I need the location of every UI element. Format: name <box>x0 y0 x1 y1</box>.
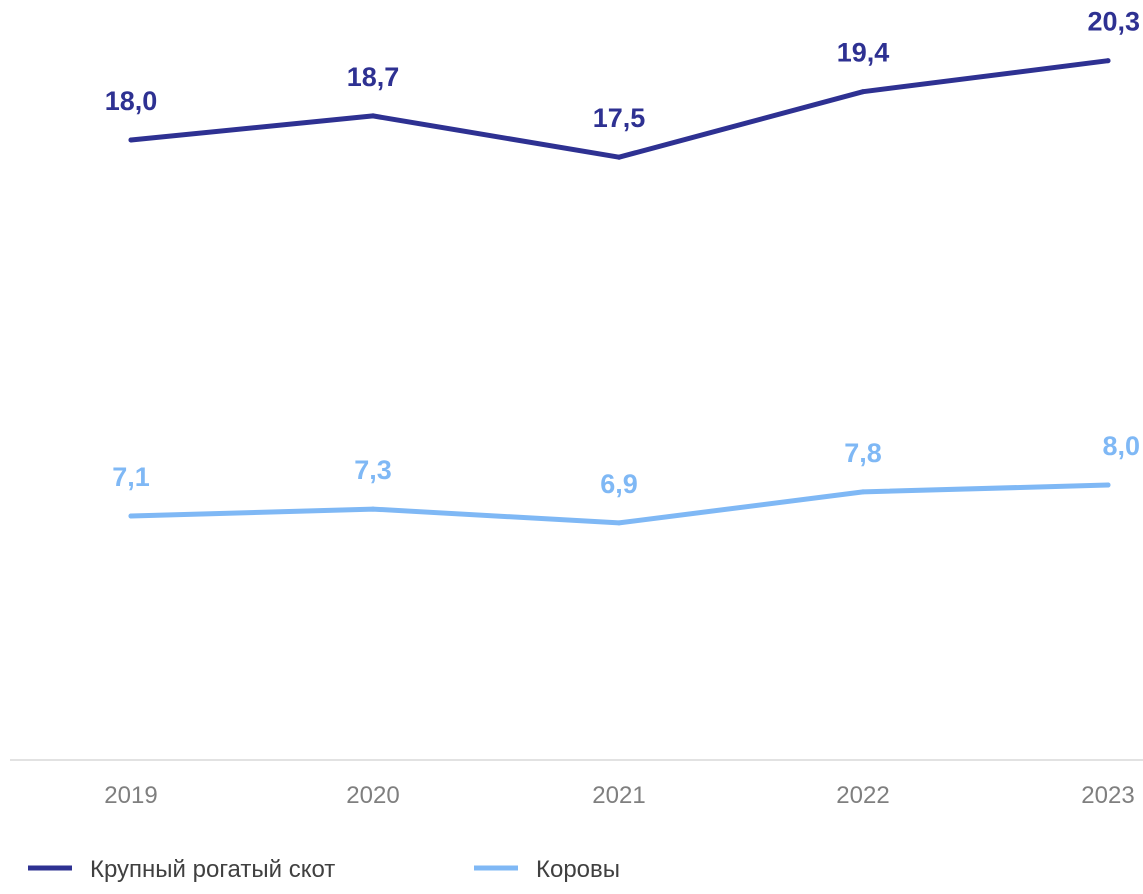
data-label: 18,0 <box>105 86 158 116</box>
series-1-point <box>128 137 134 143</box>
x-tick-label: 2021 <box>592 782 645 809</box>
plot-area: 18,0 18,7 17,5 19,4 20,3 7,1 7,3 6,9 7,8 8,0 <box>105 7 1140 526</box>
series-1-point <box>1105 58 1111 64</box>
data-label: 7,1 <box>112 462 150 492</box>
data-label: 7,8 <box>844 438 882 468</box>
series-2-point <box>370 506 376 512</box>
data-label: 8,0 <box>1102 431 1140 461</box>
data-label: 6,9 <box>600 469 638 499</box>
series-1-point <box>860 89 866 95</box>
data-label: 18,7 <box>347 62 400 92</box>
series-1-point <box>370 113 376 119</box>
legend-label: Крупный рогатый скот <box>90 856 335 883</box>
x-axis: 2019 2020 2021 2022 2023 <box>10 759 1143 809</box>
series-2-point <box>616 520 622 526</box>
series-1-point <box>616 154 622 160</box>
legend-label: Коровы <box>536 856 620 883</box>
x-tick-label: 2023 <box>1081 782 1134 809</box>
series-2-point <box>128 513 134 519</box>
x-tick-label: 2022 <box>836 782 889 809</box>
data-label: 7,3 <box>354 455 392 485</box>
legend: Крупный рогатый скот Коровы <box>28 856 620 883</box>
series-2-point <box>1105 482 1111 488</box>
series-2-point <box>860 489 866 495</box>
legend-item-1: Крупный рогатый скот <box>28 856 335 883</box>
x-tick-label: 2019 <box>104 782 157 809</box>
data-label: 19,4 <box>837 38 890 68</box>
legend-item-2: Коровы <box>474 856 620 883</box>
x-tick-label: 2020 <box>346 782 399 809</box>
data-label: 20,3 <box>1087 7 1140 37</box>
data-label: 17,5 <box>593 103 646 133</box>
